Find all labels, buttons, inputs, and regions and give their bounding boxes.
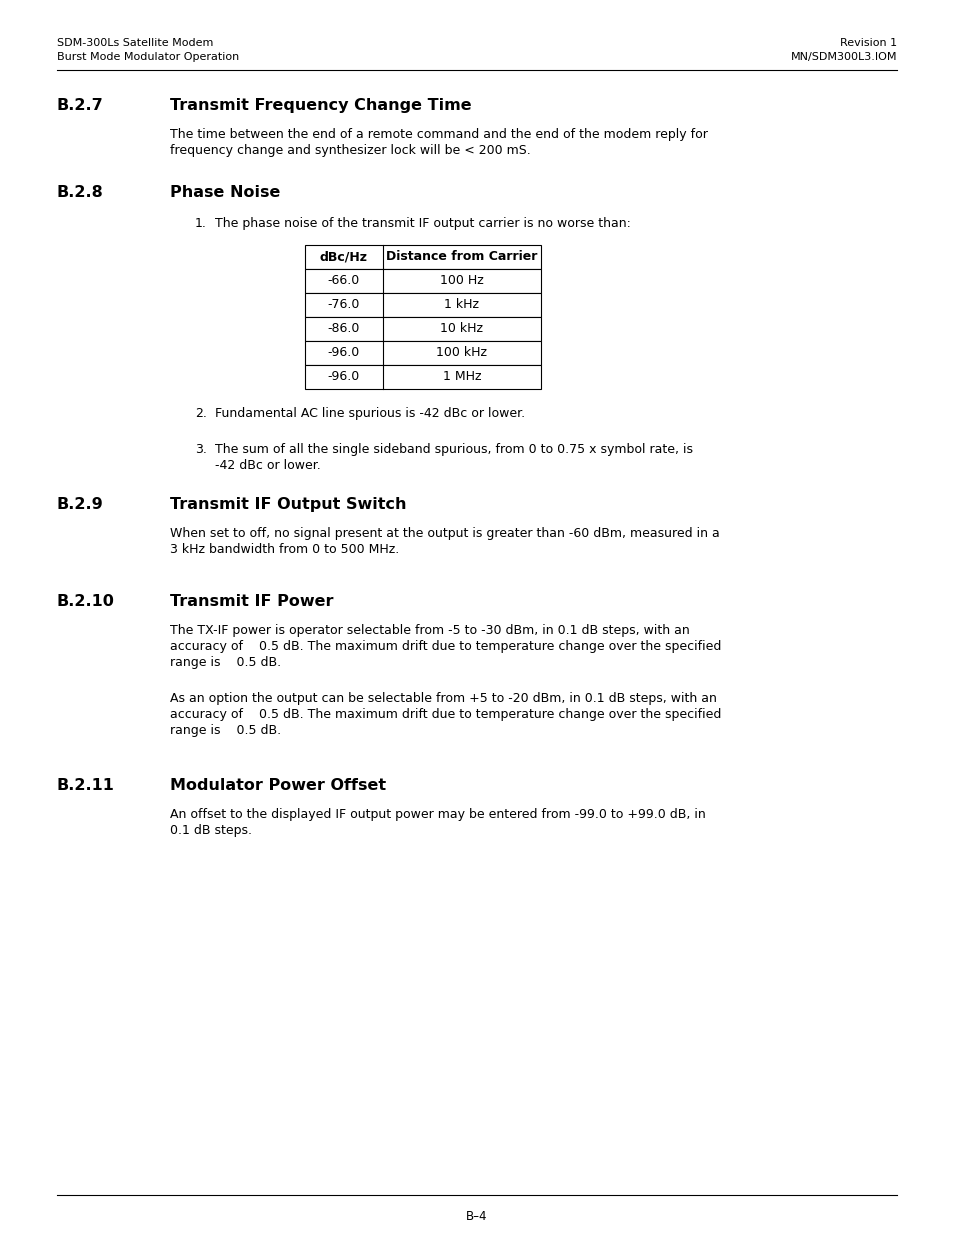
Text: Modulator Power Offset: Modulator Power Offset <box>170 778 386 793</box>
Text: -86.0: -86.0 <box>328 322 360 336</box>
Text: Transmit Frequency Change Time: Transmit Frequency Change Time <box>170 98 471 112</box>
Text: range is    0.5 dB.: range is 0.5 dB. <box>170 656 281 669</box>
Text: An offset to the displayed IF output power may be entered from -99.0 to +99.0 dB: An offset to the displayed IF output pow… <box>170 808 705 821</box>
Text: 10 kHz: 10 kHz <box>440 322 483 336</box>
Text: Revision 1: Revision 1 <box>839 38 896 48</box>
Text: -96.0: -96.0 <box>328 370 359 384</box>
Text: 100 Hz: 100 Hz <box>439 274 483 288</box>
Text: frequency change and synthesizer lock will be < 200 mS.: frequency change and synthesizer lock wi… <box>170 144 530 157</box>
Text: 100 kHz: 100 kHz <box>436 347 487 359</box>
Bar <box>305 341 540 366</box>
Text: B.2.11: B.2.11 <box>57 778 114 793</box>
Text: Distance from Carrier: Distance from Carrier <box>386 251 537 263</box>
Text: Phase Noise: Phase Noise <box>170 185 280 200</box>
Text: 1.: 1. <box>194 217 207 230</box>
Text: -42 dBc or lower.: -42 dBc or lower. <box>214 459 320 472</box>
Text: 1 MHz: 1 MHz <box>442 370 480 384</box>
Text: 1 kHz: 1 kHz <box>444 299 479 311</box>
Text: accuracy of    0.5 dB. The maximum drift due to temperature change over the spec: accuracy of 0.5 dB. The maximum drift du… <box>170 640 720 653</box>
Text: range is    0.5 dB.: range is 0.5 dB. <box>170 724 281 737</box>
Text: The sum of all the single sideband spurious, from 0 to 0.75 x symbol rate, is: The sum of all the single sideband spuri… <box>214 443 692 456</box>
Text: 3.: 3. <box>194 443 207 456</box>
Text: dBc/Hz: dBc/Hz <box>319 251 368 263</box>
Text: -76.0: -76.0 <box>328 299 360 311</box>
Text: 3 kHz bandwidth from 0 to 500 MHz.: 3 kHz bandwidth from 0 to 500 MHz. <box>170 543 399 556</box>
Text: As an option the output can be selectable from +5 to -20 dBm, in 0.1 dB steps, w: As an option the output can be selectabl… <box>170 692 716 705</box>
Text: The phase noise of the transmit IF output carrier is no worse than:: The phase noise of the transmit IF outpu… <box>214 217 630 230</box>
Text: 2.: 2. <box>194 408 207 420</box>
Text: Fundamental AC line spurious is -42 dBc or lower.: Fundamental AC line spurious is -42 dBc … <box>214 408 524 420</box>
Text: MN/SDM300L3.IOM: MN/SDM300L3.IOM <box>790 52 896 62</box>
Text: -96.0: -96.0 <box>328 347 359 359</box>
Text: 0.1 dB steps.: 0.1 dB steps. <box>170 824 252 837</box>
Text: B.2.10: B.2.10 <box>57 594 114 609</box>
Bar <box>305 366 540 389</box>
Text: The TX-IF power is operator selectable from -5 to -30 dBm, in 0.1 dB steps, with: The TX-IF power is operator selectable f… <box>170 624 689 637</box>
Bar <box>305 293 540 317</box>
Text: Transmit IF Output Switch: Transmit IF Output Switch <box>170 496 406 513</box>
Text: Burst Mode Modulator Operation: Burst Mode Modulator Operation <box>57 52 239 62</box>
Text: The time between the end of a remote command and the end of the modem reply for: The time between the end of a remote com… <box>170 128 707 141</box>
Text: Transmit IF Power: Transmit IF Power <box>170 594 334 609</box>
Text: When set to off, no signal present at the output is greater than -60 dBm, measur: When set to off, no signal present at th… <box>170 527 719 540</box>
Text: SDM-300Ls Satellite Modem: SDM-300Ls Satellite Modem <box>57 38 213 48</box>
Text: B–4: B–4 <box>466 1210 487 1223</box>
Text: B.2.9: B.2.9 <box>57 496 104 513</box>
Text: B.2.8: B.2.8 <box>57 185 104 200</box>
Bar <box>305 269 540 293</box>
Text: B.2.7: B.2.7 <box>57 98 104 112</box>
Text: -66.0: -66.0 <box>328 274 359 288</box>
Bar <box>305 245 540 269</box>
Bar <box>305 317 540 341</box>
Text: accuracy of    0.5 dB. The maximum drift due to temperature change over the spec: accuracy of 0.5 dB. The maximum drift du… <box>170 708 720 721</box>
